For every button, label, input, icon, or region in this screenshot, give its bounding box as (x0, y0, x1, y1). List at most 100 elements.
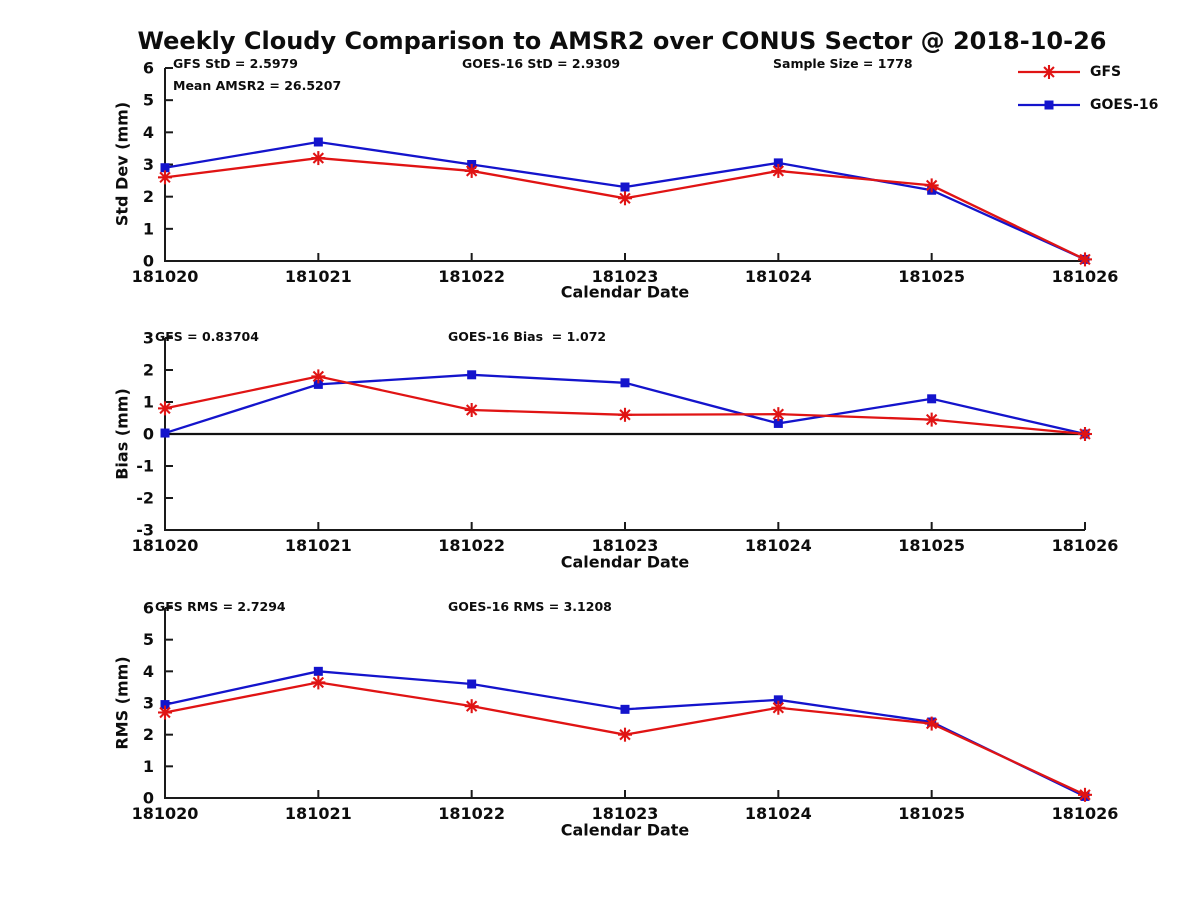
y-tick-label: 0 (143, 789, 154, 808)
y-tick-label: 2 (143, 187, 154, 206)
y-tick-label: 5 (143, 91, 154, 110)
legend-entry-goes16: GOES-16 (1016, 96, 1158, 114)
annotation-sample-size: Sample Size = 1778 (773, 56, 913, 71)
y-tick-label: 6 (143, 59, 154, 78)
subplot-1-goes-16-square-marker-icon (620, 378, 630, 388)
subplot-1-goes-16-square-marker-icon (467, 370, 477, 380)
x-axis-label-calendar-date-3: Calendar Date (560, 820, 690, 840)
x-tick-label: 181026 (1052, 804, 1119, 823)
gfs-line-asterisk-icon (1018, 65, 1080, 79)
annotation-gfs-std: GFS StD = 2.5979 (173, 56, 298, 71)
y-axis-label-rms: RMS (mm) (112, 656, 132, 750)
x-tick-label: 181022 (438, 536, 505, 555)
subplot-1-goes-16-square-marker-icon (773, 418, 783, 428)
annotation-goes16-bias: GOES-16 Bias = 1.072 (448, 329, 607, 344)
y-tick-label: 4 (143, 662, 154, 681)
y-tick-label: 6 (143, 599, 154, 618)
y-tick-label: 3 (143, 329, 154, 348)
x-tick-label: 181025 (898, 267, 965, 286)
subplot-2-gfs-asterisk-marker-icon (772, 702, 785, 714)
x-tick-label: 181021 (285, 267, 352, 286)
x-tick-label: 181021 (285, 536, 352, 555)
subplot-0-gfs-asterisk-marker-icon (1079, 253, 1091, 266)
annotation-goes16-std: GOES-16 StD = 2.9309 (462, 56, 621, 71)
subplot-0-gfs-asterisk-marker-icon (312, 152, 325, 164)
subplot-1: -3 -2 -1 0 1 2 3 181020 181021 181022 181023 181024… (132, 329, 1119, 556)
subplot-2-gfs-asterisk-marker-icon (159, 706, 171, 719)
subplot-2-gfs-asterisk-marker-icon (925, 717, 938, 730)
subplot-2-goes-16-square-marker-icon (160, 700, 170, 710)
subplot-0-gfs-asterisk-marker-icon (925, 179, 938, 192)
page-title: Weekly Cloudy Comparison to AMSR2 over C… (137, 27, 1107, 55)
y-tick-label: 0 (143, 425, 154, 444)
legend-goes-16-square-marker-icon (1044, 100, 1054, 110)
subplot-2-goes-16-square-marker-icon (620, 704, 630, 714)
subplot-0: 0 1 2 3 4 5 6 181020 181021 181022 181023 181024 181… (132, 59, 1119, 287)
subplot-0-goes-16-square-marker-icon (773, 158, 783, 168)
subplot-1-gfs-asterisk-marker-icon (925, 413, 938, 426)
subplot-0-goes-16-square-marker-icon (160, 163, 170, 173)
subplot-0-goes-16-square-marker-icon (620, 182, 630, 192)
subplot-1-gfs-asterisk-marker-icon (159, 402, 171, 415)
legend-label-gfs: GFS (1090, 64, 1122, 80)
subplot-2-gfs-asterisk-marker-icon (465, 700, 478, 712)
legend-gfs-asterisk-marker-icon (1043, 66, 1055, 78)
subplot-2-gfs-asterisk-marker-icon (1079, 789, 1091, 801)
x-tick-label: 181026 (1052, 536, 1119, 555)
y-tick-label: 0 (143, 252, 154, 271)
annotation-gfs-bias: GFS = 0.83704 (155, 329, 259, 344)
subplot-2-goes-16-square-marker-icon (773, 695, 783, 705)
subplot-1-gfs-asterisk-marker-icon (312, 370, 325, 383)
x-tick-label: 181023 (592, 267, 659, 286)
y-tick-label: -1 (136, 457, 154, 476)
y-axis-label-bias: Bias (mm) (112, 388, 132, 480)
legend-entry-gfs: GFS (1016, 63, 1158, 81)
x-tick-label: 181024 (745, 267, 812, 286)
goes16-line-square-icon (1018, 100, 1080, 110)
subplot-1-gfs-asterisk-marker-icon (1079, 428, 1091, 440)
subplot-1-gfs-asterisk-marker-icon (465, 404, 478, 416)
subplot-1-gfs-asterisk-marker-icon (619, 409, 631, 421)
y-tick-label: 3 (143, 694, 154, 713)
legend: GFS GOES-16 (1016, 63, 1158, 114)
y-tick-label: 2 (143, 725, 154, 744)
x-tick-label: 181024 (745, 536, 812, 555)
subplot-1-gfs-asterisk-marker-icon (772, 408, 785, 420)
y-tick-label: 3 (143, 155, 154, 174)
x-tick-label: 181024 (745, 804, 812, 823)
y-tick-label: 2 (143, 361, 154, 380)
subplot-0-gfs-asterisk-marker-icon (619, 192, 631, 204)
annotation-gfs-rms: GFS RMS = 2.7294 (155, 599, 286, 614)
annotation-mean-amsr2: Mean AMSR2 = 26.5207 (173, 78, 342, 93)
subplot-2-goes-16-square-marker-icon (467, 679, 477, 689)
y-tick-label: -2 (136, 489, 154, 508)
x-tick-label: 181022 (438, 267, 505, 286)
x-tick-label: 181020 (132, 267, 199, 286)
y-tick-label: 5 (143, 630, 154, 649)
subplot-2-axis (164, 608, 1085, 799)
annotation-goes16-rms: GOES-16 RMS = 3.1208 (448, 599, 612, 614)
subplot-1-goes-16-square-marker-icon (927, 394, 937, 404)
subplot-0-gfs-asterisk-marker-icon (159, 171, 171, 184)
subplot-2-goes-16-square-marker-icon (313, 666, 323, 676)
x-tick-label: 181022 (438, 804, 505, 823)
x-tick-label: 181023 (592, 804, 659, 823)
subplot-0-axis (164, 68, 1085, 262)
x-axis-label-calendar-date-1: Calendar Date (560, 282, 690, 302)
subplot-1-goes-16-square-marker-icon (160, 428, 170, 438)
x-tick-label: 181021 (285, 804, 352, 823)
subplot-2: 0 1 2 3 4 5 6 181020 181021 181022 181023 181024 181… (132, 599, 1119, 824)
subplot-2-gfs-asterisk-marker-icon (312, 676, 325, 689)
x-tick-label: 181020 (132, 536, 199, 555)
subplot-0-series-gfs-line (164, 156, 1086, 261)
subplot-0-goes-16-square-marker-icon (313, 137, 323, 147)
x-tick-label: 181026 (1052, 267, 1119, 286)
legend-label-goes16: GOES-16 (1090, 97, 1159, 113)
y-tick-label: -3 (136, 521, 154, 540)
subplot-2-gfs-asterisk-marker-icon (619, 728, 631, 741)
x-axis-label-calendar-date-2: Calendar Date (560, 552, 690, 572)
y-tick-label: 1 (143, 757, 154, 776)
x-tick-label: 181023 (592, 536, 659, 555)
